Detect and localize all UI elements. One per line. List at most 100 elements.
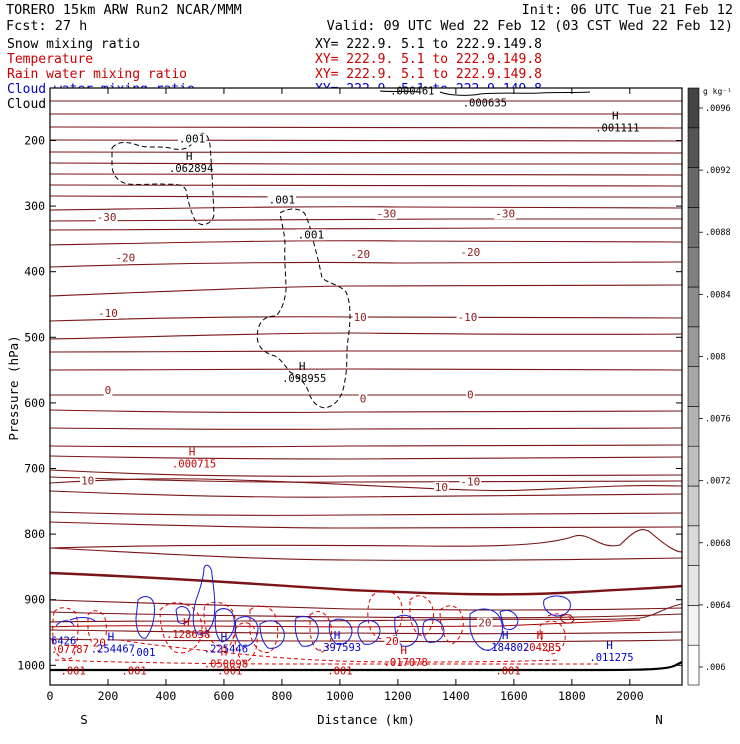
legend-label: Rain water mixing ratio	[7, 67, 187, 82]
near-surface-label: .001	[61, 666, 86, 678]
isotherm	[50, 368, 682, 371]
temperature-label-bg	[494, 208, 517, 220]
maximum-value: .128638	[166, 629, 210, 641]
temperature-label: 20	[93, 636, 106, 649]
y-axis-label: Pressure (hPa)	[6, 335, 21, 440]
cloudwater-contour	[259, 620, 285, 649]
temperature-label: 0	[360, 392, 367, 405]
temperature-label: -10	[460, 476, 480, 489]
rain-contour	[54, 659, 600, 665]
maximum-value: .050098	[204, 658, 248, 670]
colorbar-tick-label: .0064	[705, 601, 731, 611]
temperature-label: 0	[467, 388, 474, 401]
temperature-label: -10	[458, 311, 478, 324]
colorbar-segment	[687, 565, 700, 606]
y-tick-label: 500	[24, 330, 45, 344]
isotherm	[50, 151, 682, 154]
maximum-value: .184802	[485, 642, 529, 654]
isotherm	[50, 521, 682, 529]
x-tick-label: 800	[272, 689, 293, 703]
temperature-label: 10	[354, 311, 367, 324]
y-tick-label: 1000	[17, 658, 45, 672]
temperature-label-bg	[103, 384, 113, 396]
isotherm	[50, 206, 682, 211]
x-tick-label: 1200	[384, 689, 412, 703]
colorbar-segment	[687, 246, 700, 288]
rain-contour	[203, 601, 237, 648]
colorbar-tick-label: .0092	[705, 166, 731, 176]
maximum-mark: H	[186, 150, 193, 163]
colorbar-tick-label: .0076	[705, 415, 731, 425]
temperature-label-bg	[456, 311, 479, 323]
maximum-value: .001111	[595, 122, 639, 134]
isotherm	[50, 427, 682, 430]
ice-max-label: .000635	[463, 97, 507, 109]
legend-xy: XY= 222.9. 5.1 to 222.9.149.8	[315, 67, 542, 82]
cloudwater-contour	[543, 595, 571, 617]
temperature-label-bg	[91, 637, 107, 649]
ice-contour	[379, 90, 421, 93]
cloudwater-contour	[394, 614, 419, 647]
cloudwater-contour	[422, 618, 445, 643]
rain-contour	[539, 620, 566, 655]
plot-area	[50, 88, 682, 685]
near-surface-label: .001	[495, 666, 520, 678]
isotherm	[50, 603, 682, 623]
temperature-label-bg	[433, 481, 449, 493]
rain-contour	[439, 605, 464, 645]
cloudwater-contour	[55, 620, 75, 627]
rain-contour	[159, 602, 203, 654]
colorbar-segment	[687, 485, 700, 527]
rain-contour	[52, 607, 79, 660]
x-tick-label: 2000	[616, 689, 644, 703]
isotherm	[50, 599, 682, 611]
temperature-label-bg	[97, 308, 119, 320]
maximum-mark: H	[334, 629, 341, 642]
cloudwater-contour	[328, 618, 353, 645]
y-tick-label: 400	[24, 265, 45, 279]
isotherm	[50, 284, 682, 297]
maximum-value: .000715	[172, 458, 216, 470]
colorbar-tick-label: .006	[705, 663, 725, 673]
cloud-ice-contours	[379, 90, 591, 96]
isotherm	[50, 629, 682, 635]
colorbar-tick-label: .0084	[705, 290, 731, 300]
maximum-value: .011275	[589, 652, 633, 664]
colorbar-segment	[687, 207, 700, 248]
y-tick-label: 200	[24, 133, 45, 147]
near-surface-label: .001	[217, 666, 242, 678]
temperature-label-bg	[466, 389, 475, 401]
legend-label: Temperature	[7, 52, 93, 67]
cloudwater-contour	[469, 608, 503, 651]
plot-frame	[49, 87, 683, 686]
maximum-value: .042B5	[523, 642, 561, 654]
isotherm	[50, 162, 682, 165]
colorbar-segment	[687, 366, 700, 407]
colorbar-tick-label: .0096	[705, 104, 731, 114]
colorbar-tick-label: .008	[705, 352, 725, 362]
x-tick-label: 1600	[500, 689, 528, 703]
contour-labels: -30 -30 -30 -20 -20 -20 -10 10 -10 0 0 0 10 10 -10 20 20…	[51, 86, 639, 678]
temperature-label: -30	[97, 211, 117, 224]
isotherm	[50, 218, 682, 222]
legend-xy: XY= 222.9. 5.1 to 222.9.149.8	[315, 37, 542, 52]
snow-contour	[256, 208, 351, 409]
maximum-value: .017078	[384, 657, 428, 669]
near-surface-label: .001	[130, 647, 155, 659]
temperature-label-bg	[477, 617, 493, 629]
isotherm	[50, 455, 682, 460]
isotherm	[50, 529, 682, 553]
rain-line	[559, 614, 575, 624]
colorbar-segment	[687, 406, 700, 447]
x-tick-label: 1000	[326, 689, 354, 703]
temperature-label-bg	[95, 212, 118, 224]
isotherm	[50, 261, 682, 268]
snow-contours	[111, 132, 351, 409]
colorbar-segment	[687, 87, 700, 129]
temperature-label: -20	[115, 251, 135, 264]
isotherm	[50, 638, 682, 643]
valid-time: Valid: 09 UTC Wed 22 Feb 12 (03 CST Wed …	[327, 18, 733, 34]
x-tick-label: 600	[214, 689, 235, 703]
isotherm	[50, 478, 682, 492]
